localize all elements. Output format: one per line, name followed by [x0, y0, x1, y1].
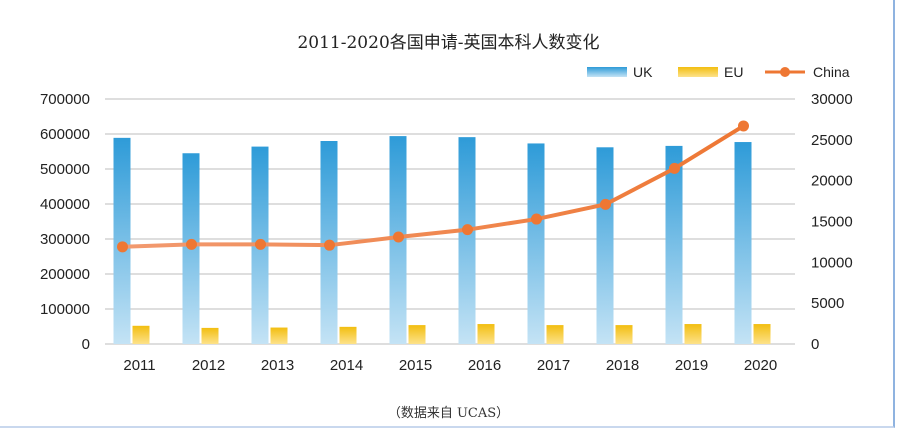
legend-label-uk: UK — [633, 64, 653, 80]
legend-swatch-eu — [678, 67, 718, 77]
bar-uk — [734, 142, 752, 344]
point-china — [255, 238, 266, 250]
bar-uk — [665, 145, 683, 344]
bar-uk — [527, 143, 545, 344]
x-tick-label: 2012 — [192, 357, 225, 374]
y-tick-label: 100000 — [40, 301, 90, 318]
source-note: （数据来自 UCAS） — [387, 406, 510, 421]
y-tick-label: 200000 — [40, 266, 90, 283]
point-china — [600, 198, 611, 210]
legend-label-eu: EU — [724, 64, 743, 80]
point-china — [324, 239, 335, 251]
bar-uk — [458, 137, 476, 344]
bar-uk — [596, 147, 614, 344]
bar-eu — [546, 325, 564, 344]
bar-eu — [615, 325, 633, 344]
y2-tick-label: 25000 — [811, 132, 853, 149]
y-tick-label: 500000 — [40, 161, 90, 178]
line-china — [122, 124, 745, 249]
x-tick-label: 2013 — [261, 357, 294, 374]
x-tick-label: 2015 — [399, 357, 432, 374]
bar-eu — [201, 327, 219, 344]
legend-swatch-uk — [587, 67, 627, 77]
bar-eu — [684, 324, 702, 344]
y-tick-label: 0 — [82, 336, 90, 353]
bar-eu — [408, 325, 426, 344]
y2-tick-label: 10000 — [811, 254, 853, 271]
chart-title: 2011-2020各国申请-英国本科人数变化 — [297, 33, 600, 53]
bar-eu — [753, 324, 771, 344]
bar-eu — [132, 325, 150, 344]
point-china — [117, 241, 128, 253]
point-china — [393, 231, 404, 243]
point-china — [462, 224, 473, 236]
y2-tick-label: 20000 — [811, 173, 853, 190]
y2-tick-label: 0 — [811, 336, 819, 353]
y-tick-label: 400000 — [40, 196, 90, 213]
bar-uk — [113, 137, 131, 344]
point-china — [186, 238, 197, 250]
x-tick-label: 2016 — [468, 357, 501, 374]
x-tick-label: 2017 — [537, 357, 570, 374]
x-tick-label: 2018 — [606, 357, 639, 374]
y-tick-label: 600000 — [40, 126, 90, 143]
y2-tick-label: 30000 — [811, 91, 853, 108]
bar-eu — [270, 327, 288, 344]
x-tick-label: 2014 — [330, 357, 363, 374]
y-tick-label: 700000 — [40, 91, 90, 108]
legend-marker-china — [780, 67, 790, 77]
y-tick-label: 300000 — [40, 231, 90, 248]
bar-eu — [477, 324, 495, 344]
point-china — [669, 162, 680, 174]
x-tick-label: 2020 — [744, 357, 777, 374]
point-china — [738, 120, 749, 132]
bar-eu — [339, 326, 357, 344]
point-china — [531, 213, 542, 225]
y2-tick-label: 15000 — [811, 214, 853, 231]
x-tick-label: 2019 — [675, 357, 708, 374]
x-tick-label: 2011 — [123, 357, 155, 374]
y2-tick-label: 5000 — [811, 295, 844, 312]
legend-label-china: China — [813, 64, 850, 80]
